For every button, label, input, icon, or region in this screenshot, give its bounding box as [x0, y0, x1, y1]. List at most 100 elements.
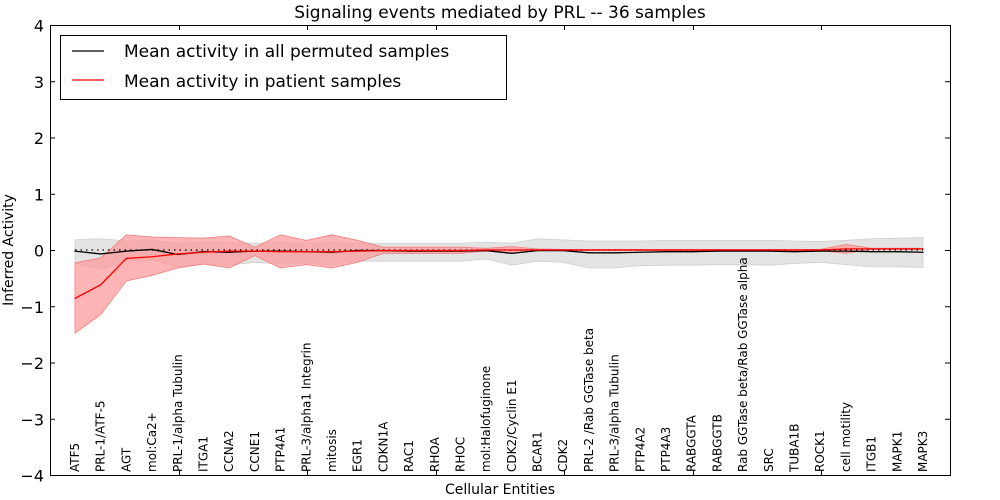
patient-data-point [819, 249, 821, 251]
permuted-data-point [665, 251, 667, 253]
patient-data-point [588, 249, 590, 251]
patient-data-point [305, 251, 307, 253]
legend: Mean activity in all permuted samples Me… [60, 35, 507, 100]
x-tick-label: PTP4A2 [633, 427, 647, 472]
patient-data-point [536, 249, 539, 251]
x-tick-label: mitosis [325, 429, 339, 472]
patient-data-point [845, 248, 847, 250]
patient-data-point [614, 249, 616, 251]
x-tick-label: BCAR1 [531, 431, 545, 472]
legend-label-permuted: Mean activity in all permuted samples [124, 42, 449, 62]
y-axis-ticks: −4 −3 −2 −1 0 1 2 3 4 [20, 17, 950, 486]
patient-data-point [100, 284, 102, 286]
x-tick-label: MAPK3 [916, 431, 930, 472]
x-tick-label: RABGGTB [710, 414, 724, 472]
x-tick-label: ITGA1 [196, 436, 210, 472]
patient-data-point [639, 249, 641, 251]
patient-data-point [793, 249, 796, 251]
patient-data-point [485, 249, 487, 251]
y-tick-label: 2 [34, 129, 44, 148]
patient-data-point [459, 249, 462, 252]
patient-data-point [742, 249, 744, 251]
x-axis-ticks: ATF5 PRL-1/ATF-5 AGT mol:Ca2+ PRL-1/alpha Tu… [68, 25, 930, 475]
y-tick-label: −2 [20, 354, 44, 373]
permuted-data-point [716, 250, 719, 252]
patient-data-point [74, 297, 76, 299]
x-tick-label: RAC1 [402, 440, 416, 472]
x-tick-label: Rab GGTase beta/Rab GGTase alpha [736, 257, 750, 472]
x-tick-label: EGR1 [351, 439, 365, 472]
y-tick-label: 1 [34, 185, 44, 204]
permuted-data-point [691, 251, 693, 253]
x-tick-label: cell motility [839, 402, 853, 472]
permuted-data-point [742, 250, 744, 252]
patient-data-point [151, 256, 153, 258]
patient-mean-line [74, 248, 923, 299]
permuted-data-point [819, 250, 821, 252]
x-tick-label: AGT [119, 447, 133, 472]
x-tick-label: mol:Halofuginone [479, 366, 493, 472]
x-tick-label: ITGB1 [865, 436, 879, 472]
x-tick-label: ATF5 [68, 443, 82, 472]
patient-data-point [177, 253, 179, 255]
x-tick-label: MAPK1 [890, 431, 904, 472]
patient-data-point [511, 249, 513, 251]
permuted-data-point [100, 253, 102, 255]
y-axis-label: Inferred Activity [1, 194, 17, 306]
permuted-data-point [125, 250, 127, 252]
patient-data-point [202, 251, 205, 253]
confidence-bands [74, 234, 924, 335]
permuted-data-point [639, 251, 641, 253]
x-tick-label: PRL-3/alpha1 Integrin [299, 343, 313, 473]
patient-data-point [665, 249, 667, 251]
patient-data-point [254, 250, 256, 252]
y-tick-label: 4 [34, 17, 44, 36]
legend-label-patient: Mean activity in patient samples [124, 72, 401, 92]
x-tick-label: CCNE1 [248, 431, 262, 472]
x-tick-label: RABGGTA [685, 414, 699, 472]
x-tick-label: PRL-1/alpha Tubulin [171, 354, 185, 472]
x-tick-label: mol:Ca2+ [145, 412, 159, 472]
patient-data-point [382, 249, 384, 252]
permuted-data-point [845, 250, 847, 252]
y-tick-label: 0 [34, 242, 44, 261]
x-tick-label: RHOC [453, 437, 467, 472]
permuted-data-point [588, 252, 590, 254]
patient-data-point [922, 248, 924, 250]
patient-data-point [331, 251, 333, 253]
chart-title: Signaling events mediated by PRL -- 36 s… [294, 3, 706, 23]
permuted-data-point [896, 251, 898, 253]
plot-frame [50, 25, 951, 476]
patient-data-point [408, 249, 410, 252]
x-tick-label: PRL-1/ATF-5 [94, 400, 108, 472]
patient-data-point [768, 249, 770, 251]
x-tick-label: CCNA2 [222, 430, 236, 472]
y-tick-label: −3 [20, 410, 44, 429]
patient-data-point [279, 251, 282, 253]
permuted-data-point [74, 250, 76, 252]
permuted-data-point [151, 248, 153, 251]
permuted-data-point [768, 250, 770, 252]
x-tick-label: SRC [762, 448, 776, 472]
permuted-data-point [228, 251, 230, 253]
patient-data-point [871, 248, 873, 250]
x-tick-label: PRL-2 /Rab GGTase beta [582, 328, 596, 472]
patient-data-point [896, 248, 898, 250]
x-axis-label: Cellular Entities [445, 482, 555, 498]
patient-data-point [125, 257, 127, 260]
permuted-data-point [922, 251, 924, 253]
patient-data-point [434, 249, 436, 252]
x-tick-label: PTP4A1 [274, 427, 288, 472]
x-tick-label: CDK2 [556, 439, 570, 472]
y-tick-label: −1 [20, 298, 44, 317]
patient-data-point [716, 249, 719, 251]
x-tick-label: PRL-3/alpha Tubulin [608, 354, 622, 472]
patient-data-point [228, 250, 230, 252]
series-lines [74, 248, 924, 299]
x-tick-label: TUBA1B [788, 424, 802, 473]
x-tick-label: CDK2/Cyclin E1 [505, 379, 519, 472]
y-tick-label: 3 [34, 73, 44, 92]
permuted-data-point [614, 252, 616, 254]
patient-data-point [562, 249, 564, 251]
